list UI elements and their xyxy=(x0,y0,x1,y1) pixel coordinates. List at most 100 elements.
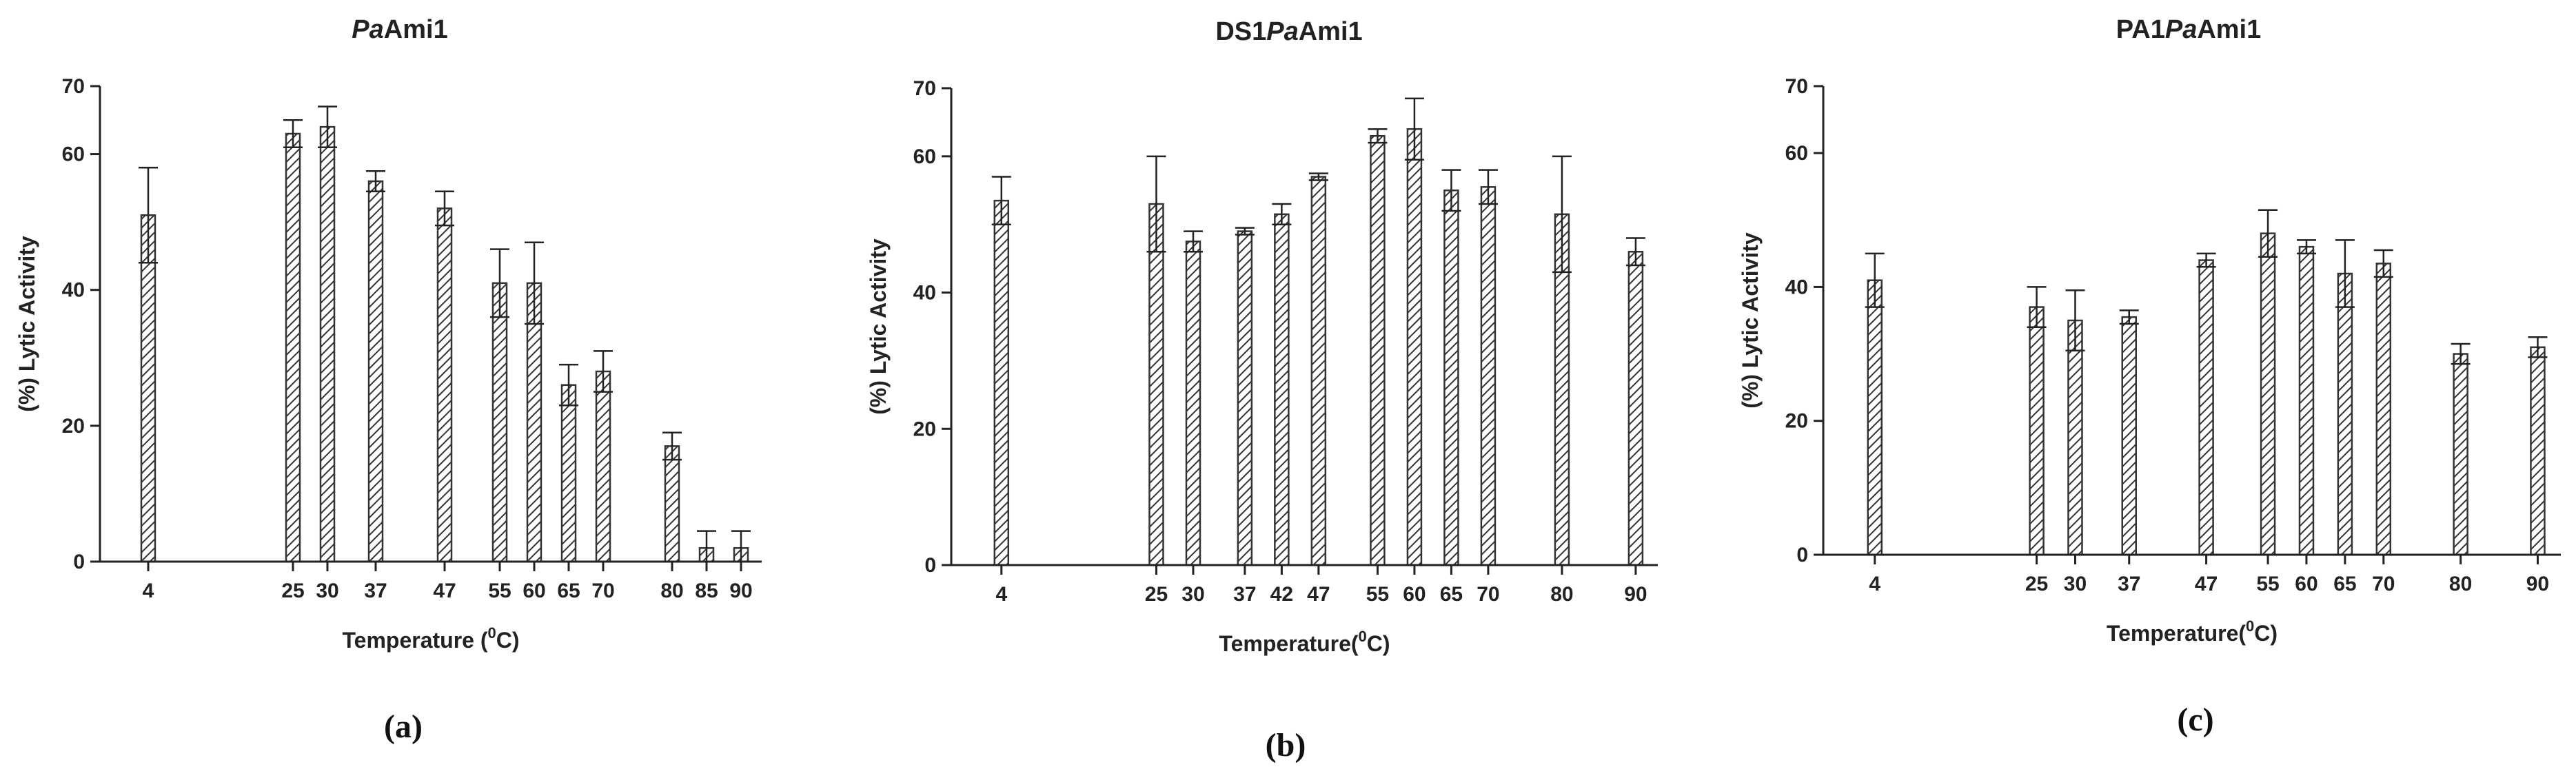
x-tick-label-a: 80 xyxy=(660,580,683,602)
error-bar-c-80 xyxy=(2451,342,2471,365)
y-tick-label-a: 20 xyxy=(62,415,85,438)
error-bar-c-90 xyxy=(2528,336,2548,358)
error-bar-b-42 xyxy=(1272,203,1292,225)
error-bar-b-37 xyxy=(1235,227,1255,236)
panel-label-b: (b) xyxy=(1266,727,1306,764)
bar-c-47 xyxy=(2198,259,2214,556)
error-bar-c-30 xyxy=(2065,289,2085,351)
x-tick-label-b: 4 xyxy=(995,583,1007,606)
y-tick-label-a: 60 xyxy=(62,143,85,166)
bar-c-4 xyxy=(1867,279,1883,556)
y-tick-label-b: 0 xyxy=(924,554,936,577)
error-bar-c-60 xyxy=(2296,239,2316,255)
x-axis-label-b: Temperature(0C) xyxy=(1219,628,1390,656)
y-axis-label-a: (%) Lytic Activity xyxy=(14,236,39,412)
x-tick-label-a: 4 xyxy=(143,580,154,602)
x-tick-label-c: 90 xyxy=(2526,573,2549,595)
x-tick-label-c: 37 xyxy=(2118,573,2140,595)
bar-b-30 xyxy=(1185,240,1201,566)
x-tick-label-b: 25 xyxy=(1145,583,1168,606)
bar-b-4 xyxy=(993,199,1010,566)
y-tick-label-c: 0 xyxy=(1796,544,1808,566)
bar-c-55 xyxy=(2260,232,2276,556)
y-axis-label-b: (%) Lytic Activity xyxy=(866,238,891,415)
x-tick-label-b: 47 xyxy=(1307,583,1330,606)
x-tick-label-a: 37 xyxy=(364,580,387,602)
bar-c-60 xyxy=(2298,245,2315,556)
error-bar-b-30 xyxy=(1183,230,1203,253)
error-bar-c-37 xyxy=(2119,309,2139,325)
bar-b-47 xyxy=(1310,176,1327,566)
y-tick-label-b: 40 xyxy=(913,282,936,305)
x-tick-label-b: 37 xyxy=(1233,583,1256,606)
y-tick-label-c: 70 xyxy=(1785,75,1808,98)
x-tick-label-c: 80 xyxy=(2449,573,2472,595)
error-bar-a-65 xyxy=(559,363,578,407)
error-bar-a-37 xyxy=(366,170,385,193)
error-bar-a-80 xyxy=(662,431,682,461)
x-tick-label-b: 60 xyxy=(1403,583,1426,606)
error-bar-a-4 xyxy=(139,167,158,264)
bar-c-80 xyxy=(2453,353,2468,556)
error-bar-a-25 xyxy=(283,119,303,148)
error-bar-b-60 xyxy=(1404,97,1424,161)
y-axis-label-c: (%) Lytic Activity xyxy=(1738,232,1763,409)
panel-c: PA1PaAmi1 0 20 40 60 70 (%) Lytic Activity 4 25 3… xyxy=(1738,15,2561,738)
bar-b-65 xyxy=(1443,190,1459,566)
error-bar-a-47 xyxy=(435,190,454,227)
bar-a-80 xyxy=(664,445,680,563)
bar-c-30 xyxy=(2067,319,2083,556)
x-tick-label-a: 65 xyxy=(557,580,580,602)
x-tick-label-c: 4 xyxy=(1869,573,1880,595)
x-tick-label-a: 70 xyxy=(591,580,614,602)
error-bar-a-60 xyxy=(525,241,544,325)
bar-c-70 xyxy=(2375,263,2392,556)
y-tick-label-c: 40 xyxy=(1785,276,1808,298)
bar-c-25 xyxy=(2029,306,2045,556)
x-tick-label-b: 55 xyxy=(1366,583,1389,606)
error-bar-c-70 xyxy=(2373,249,2393,278)
error-bar-c-25 xyxy=(2027,286,2047,328)
chart-title-c: PA1PaAmi1 xyxy=(2116,15,2262,44)
panel-label-c: (c) xyxy=(2177,702,2213,738)
bar-a-30 xyxy=(319,125,336,563)
x-tick-label-c: 60 xyxy=(2295,573,2318,595)
panel-a: PaAmi1 0 20 40 60 70 (%) Lytic Activity 4 25 30 37… xyxy=(14,15,762,745)
x-tick-label-b: 30 xyxy=(1181,583,1204,606)
x-tick-label-a: 55 xyxy=(488,580,511,602)
x-tick-label-a: 25 xyxy=(281,580,304,602)
bar-c-65 xyxy=(2337,272,2353,556)
x-tick-label-c: 25 xyxy=(2025,573,2048,595)
x-tick-label-a: 85 xyxy=(695,580,718,602)
y-tick-label-b: 70 xyxy=(913,77,936,100)
bar-b-42 xyxy=(1274,213,1290,566)
chart-title-b: DS1PaAmi1 xyxy=(1215,17,1362,46)
x-tick-label-c: 70 xyxy=(2372,573,2395,595)
error-bar-b-55 xyxy=(1368,128,1388,144)
x-tick-label-c: 47 xyxy=(2195,573,2218,595)
error-bar-b-80 xyxy=(1552,155,1572,274)
y-tick-label-b: 20 xyxy=(913,418,936,440)
bar-b-70 xyxy=(1480,186,1497,566)
bar-a-25 xyxy=(285,132,301,563)
error-bar-c-4 xyxy=(1865,252,1885,308)
bar-c-37 xyxy=(2121,316,2138,556)
x-tick-label-c: 55 xyxy=(2256,573,2279,595)
x-axis-label-a: Temperature (0C) xyxy=(342,624,519,653)
bar-b-90 xyxy=(1627,251,1644,566)
y-tick-label-c: 60 xyxy=(1785,142,1808,165)
error-bar-a-55 xyxy=(490,248,509,318)
x-tick-label-b: 70 xyxy=(1477,583,1499,606)
x-tick-label-b: 80 xyxy=(1550,583,1573,606)
error-bar-a-30 xyxy=(318,105,337,148)
error-bar-c-65 xyxy=(2335,239,2355,308)
x-tick-label-b: 90 xyxy=(1624,583,1647,606)
bar-a-37 xyxy=(367,180,384,563)
bar-b-55 xyxy=(1370,134,1386,566)
y-tick-label-b: 60 xyxy=(913,145,936,168)
error-bar-b-90 xyxy=(1625,237,1645,267)
error-bar-a-70 xyxy=(594,350,613,393)
y-tick-label-a: 70 xyxy=(62,75,85,98)
x-tick-label-b: 42 xyxy=(1270,583,1293,606)
